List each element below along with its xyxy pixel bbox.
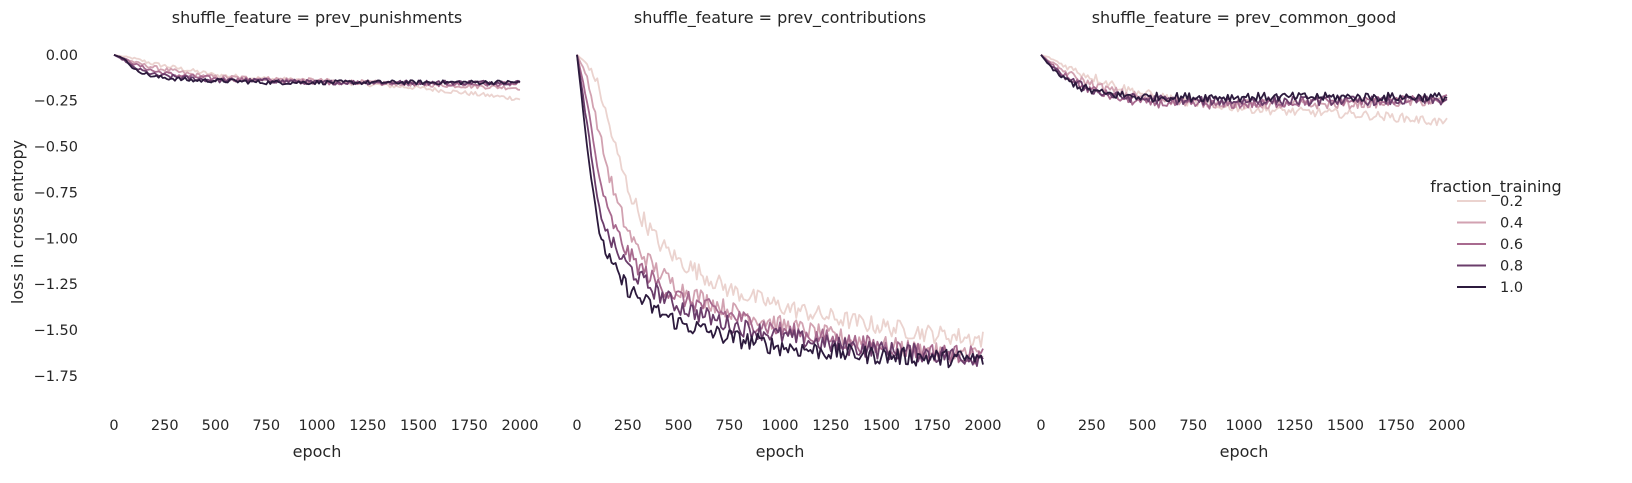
x-tick-label: 0 (1036, 418, 1045, 434)
x-axis-label: epoch (756, 442, 805, 461)
series-line-0.4 (576, 54, 984, 364)
x-tick-label: 1750 (451, 418, 488, 434)
series-line-0.6 (1040, 54, 1448, 110)
legend-label: 0.4 (1500, 216, 1523, 232)
series-line-0.2 (576, 54, 984, 348)
x-tick-label: 500 (1129, 418, 1157, 434)
x-tick-label: 750 (715, 418, 743, 434)
x-tick-label: 750 (252, 418, 280, 434)
x-tick-label: 1500 (400, 418, 437, 434)
x-tick-label: 0 (572, 418, 581, 434)
y-tick-label: −0.75 (34, 185, 78, 201)
x-axis-label: epoch (293, 442, 342, 461)
series-line-0.2 (113, 53, 521, 101)
x-tick-label: 250 (1078, 418, 1106, 434)
x-tick-label: 1000 (762, 418, 799, 434)
x-tick-label: 1750 (914, 418, 951, 434)
panel-2: shuffle_feature = prev_contributions 0 250… (572, 8, 1001, 461)
x-tick-label: 1500 (863, 418, 900, 434)
y-tick-label: −1.25 (34, 277, 78, 293)
x-tick-label: 2000 (1429, 418, 1466, 434)
x-tick-label: 750 (1179, 418, 1207, 434)
x-tick-label: 1000 (299, 418, 336, 434)
x-tick-label: 2000 (502, 418, 539, 434)
series-line-1.0 (113, 53, 521, 86)
y-tick-label: −1.00 (34, 231, 78, 247)
y-tick-label: −1.75 (34, 369, 78, 385)
x-tick-label: 1250 (1276, 418, 1313, 434)
legend-title: fraction_training (1430, 177, 1561, 197)
x-tick-label: 1750 (1378, 418, 1415, 434)
x-tick-label: 500 (202, 418, 230, 434)
legend: fraction_training 0.2 0.4 0.6 0.8 1.0 (1430, 177, 1561, 296)
x-tick-label: 500 (665, 418, 693, 434)
panel-title: shuffle_feature = prev_punishments (172, 8, 463, 28)
x-tick-label: 0 (109, 418, 118, 434)
series-line-1.0 (1040, 54, 1448, 103)
y-tick-label: −1.50 (34, 323, 78, 339)
panel-1: shuffle_feature = prev_punishments 0 250 50… (109, 8, 538, 461)
y-tick-label: −0.25 (34, 94, 78, 110)
y-tick-label: 0.00 (46, 48, 78, 64)
panel-3: shuffle_feature = prev_common_good 0 250 50… (1036, 8, 1465, 461)
series-line-1.0 (576, 54, 984, 369)
x-tick-label: 250 (614, 418, 642, 434)
panel-title: shuffle_feature = prev_contributions (634, 8, 926, 28)
legend-entries: 0.2 0.4 0.6 0.8 1.0 (1457, 194, 1523, 296)
x-tick-label: 250 (151, 418, 179, 434)
legend-label: 0.8 (1500, 259, 1523, 275)
y-axis-label: loss in cross entropy (8, 140, 27, 304)
legend-label: 1.0 (1500, 280, 1523, 296)
x-tick-label: 1250 (349, 418, 386, 434)
series-line-0.6 (576, 54, 984, 365)
legend-label: 0.6 (1500, 237, 1523, 253)
series-line-0.8 (1040, 54, 1448, 107)
x-tick-label: 1500 (1327, 418, 1364, 434)
legend-label: 0.2 (1500, 194, 1523, 210)
x-axis-label: epoch (1220, 442, 1269, 461)
x-tick-label: 1000 (1226, 418, 1263, 434)
panels: 0.00 −0.25 −0.50 −0.75 −1.00 −1.25 −1.50 −1.75 s… (34, 8, 1466, 461)
y-tick-label: −0.50 (34, 140, 78, 156)
x-tick-label: 1250 (812, 418, 849, 434)
x-tick-label: 2000 (965, 418, 1002, 434)
series-line-0.8 (576, 54, 984, 367)
panel-title: shuffle_feature = prev_common_good (1092, 8, 1397, 28)
